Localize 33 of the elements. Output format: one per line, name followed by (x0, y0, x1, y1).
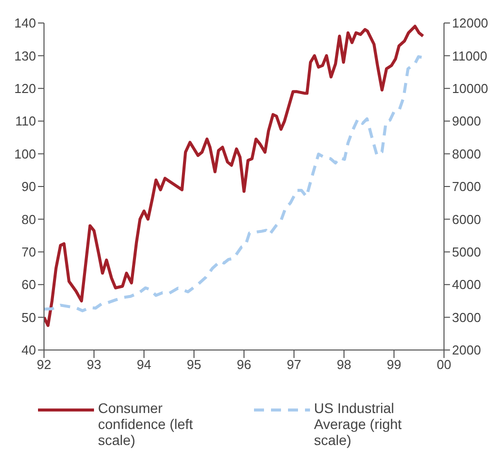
y2-tick-label: 8000 (452, 146, 481, 162)
y-tick-label: 50 (22, 310, 36, 325)
y-tick-label: 110 (15, 114, 36, 129)
y-tick-label: 90 (22, 179, 36, 194)
y2-tick-label: 4000 (452, 277, 481, 292)
y-tick-label: 100 (14, 146, 36, 162)
y-tick-label: 120 (14, 81, 36, 96)
x-tick-label: 92 (36, 357, 52, 372)
legend-label: Consumer confidence (left scale) (98, 400, 194, 448)
y-tick-label: 80 (22, 212, 36, 227)
y-tick-label: 60 (22, 277, 36, 292)
x-tick-label: 98 (336, 357, 352, 372)
y2-tick-label: 2000 (452, 342, 481, 358)
y2-tick-label: 11000 (452, 48, 488, 64)
y-tick-label: 40 (22, 342, 36, 358)
y-tick-label: 140 (14, 16, 36, 31)
x-tick-label: 95 (186, 357, 202, 372)
y2-tick-label: 12000 (452, 16, 488, 31)
y-tick-label: 130 (14, 48, 36, 64)
y2-tick-label: 6000 (452, 212, 481, 227)
y-tick-label: 70 (22, 244, 36, 260)
y2-tick-label: 7000 (452, 179, 481, 194)
y2-tick-label: 5000 (452, 244, 481, 260)
y2-tick-label: 3000 (452, 310, 481, 325)
x-tick-label: 97 (286, 357, 302, 372)
x-tick-label: 96 (236, 357, 252, 372)
x-tick-label: 93 (86, 357, 102, 372)
y2-tick-label: 10000 (452, 81, 488, 96)
x-tick-label: 99 (386, 357, 402, 372)
legend-label: US Industrial Average (right scale) (314, 400, 403, 448)
x-tick-label: 94 (136, 357, 152, 372)
y2-tick-label: 9000 (452, 114, 481, 129)
x-tick-label: 00 (436, 357, 452, 372)
